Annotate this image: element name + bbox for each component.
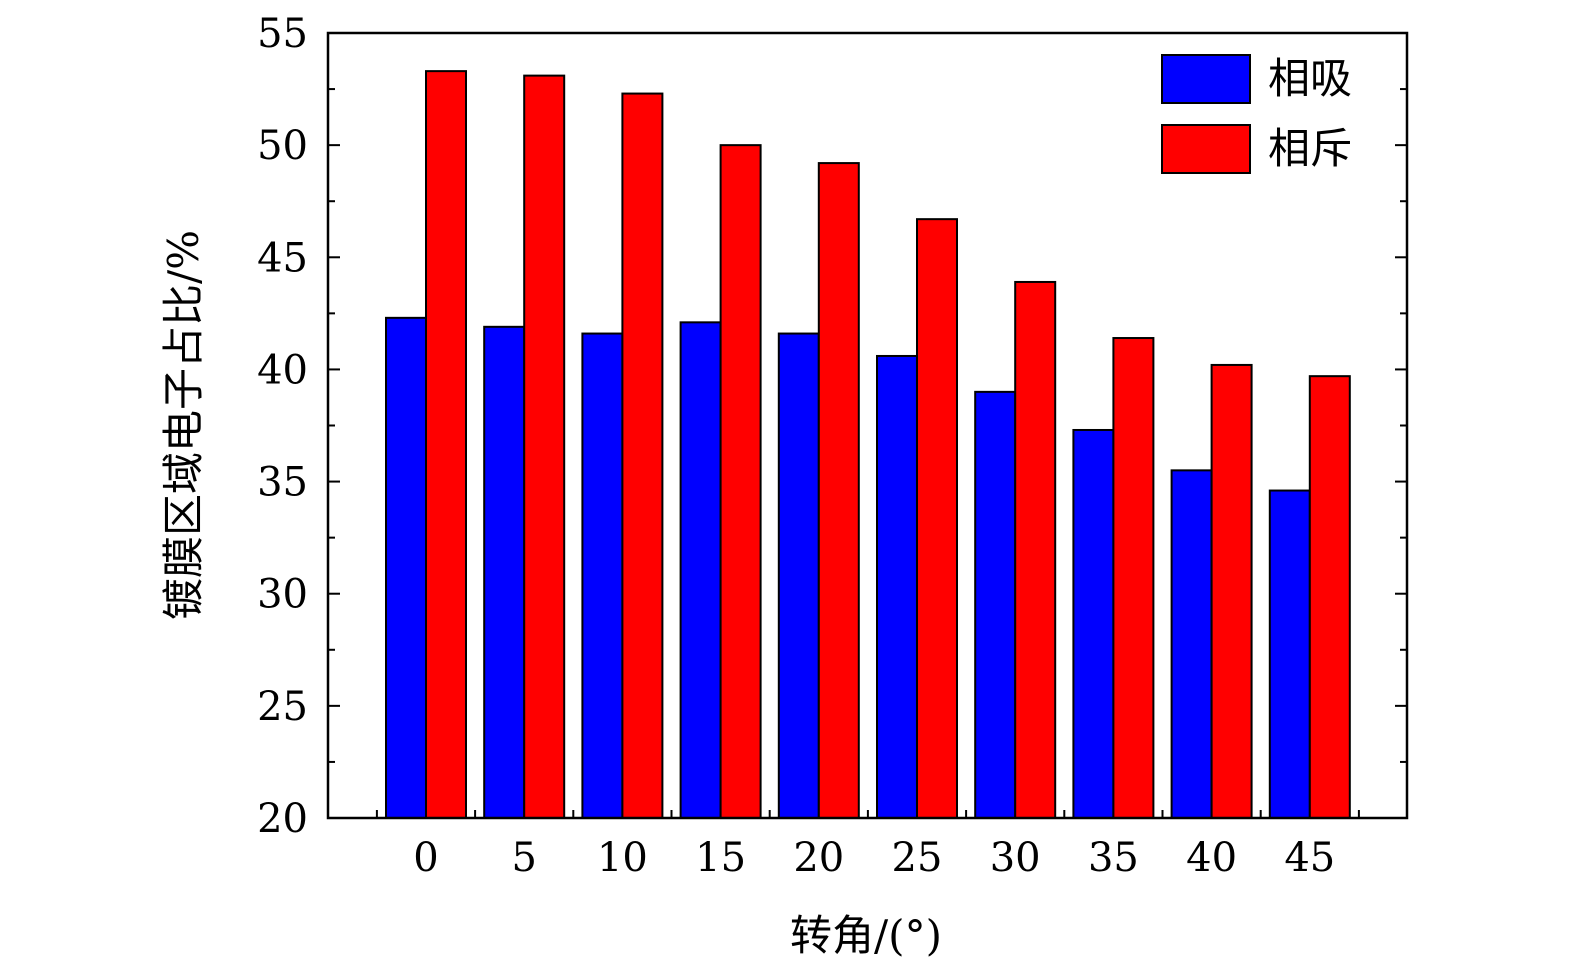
legend-label-repel: 相斥 bbox=[1268, 124, 1352, 173]
y-tick-label: 35 bbox=[257, 460, 308, 506]
bar-attract-30 bbox=[974, 390, 1017, 819]
bar-attract-20 bbox=[777, 332, 820, 819]
y-tick-label: 30 bbox=[257, 572, 308, 618]
x-tick-label: 45 bbox=[1284, 835, 1335, 881]
bar-attract-25 bbox=[876, 354, 918, 819]
bar-attract-40 bbox=[1170, 469, 1213, 819]
bar-repel-40 bbox=[1210, 363, 1253, 819]
x-tick-label: 15 bbox=[695, 835, 746, 881]
x-tick-label: 25 bbox=[892, 835, 943, 881]
x-tick-label: 35 bbox=[1088, 835, 1139, 881]
bar-repel-0 bbox=[425, 70, 467, 819]
bar-attract-10 bbox=[581, 332, 624, 819]
bar-repel-45 bbox=[1308, 375, 1351, 819]
y-axis-title: 镀膜区域电子占比/% bbox=[159, 230, 208, 620]
bar-attract-5 bbox=[483, 325, 526, 819]
legend-label-attract: 相吸 bbox=[1268, 54, 1352, 103]
y-tick-label: 40 bbox=[257, 347, 308, 393]
bar-repel-10 bbox=[621, 92, 664, 820]
bar-repel-25 bbox=[916, 218, 958, 819]
y-tick-label: 55 bbox=[257, 11, 308, 57]
y-tick-label: 45 bbox=[257, 235, 308, 281]
x-axis-title: 转角/(°) bbox=[790, 911, 942, 960]
bar-attract-0 bbox=[385, 316, 427, 819]
y-tick-label: 50 bbox=[257, 123, 308, 169]
y-tick-label: 25 bbox=[257, 684, 308, 730]
x-tick-label: 0 bbox=[413, 835, 438, 881]
bar-attract-35 bbox=[1072, 428, 1115, 819]
x-tick-label: 40 bbox=[1186, 835, 1237, 881]
x-axis: 0 5 10 15 20 25 30 35 40 45 bbox=[375, 810, 1360, 881]
bar-attract-45 bbox=[1268, 489, 1311, 819]
legend-swatch-repel bbox=[1161, 124, 1251, 174]
y-tick-label: 20 bbox=[257, 796, 308, 842]
x-tick-label: 20 bbox=[793, 835, 844, 881]
x-tick-label: 30 bbox=[990, 835, 1041, 881]
x-tick-label: 5 bbox=[511, 835, 536, 881]
y-axis: 20 25 30 35 40 45 50 55 bbox=[257, 11, 1407, 842]
bar-repel-30 bbox=[1014, 280, 1057, 819]
bar-repel-5 bbox=[523, 74, 566, 820]
bar-repel-15 bbox=[719, 144, 762, 819]
bars-layer bbox=[385, 70, 1351, 820]
x-tick-label: 10 bbox=[597, 835, 648, 881]
bar-attract-15 bbox=[679, 321, 722, 819]
bar-repel-35 bbox=[1112, 337, 1155, 819]
bar-repel-20 bbox=[817, 162, 860, 820]
legend-swatch-attract bbox=[1161, 54, 1251, 104]
